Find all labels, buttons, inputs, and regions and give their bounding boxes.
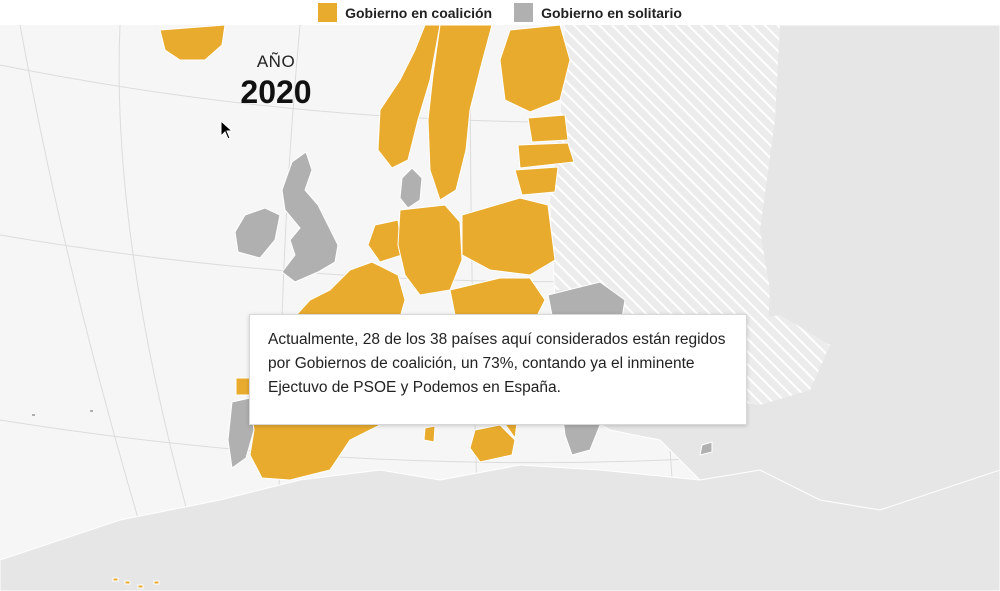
legend-swatch-coalition bbox=[318, 3, 338, 22]
single-party-countries bbox=[227, 151, 713, 469]
legend-label-coalition: Gobierno en coalición bbox=[345, 4, 493, 21]
legend-label-single: Gobierno en solitario bbox=[541, 4, 682, 21]
info-box: Actualmente, 28 de los 38 países aquí co… bbox=[249, 314, 747, 425]
year-value: 2020 bbox=[240, 74, 312, 110]
map-legend: Gobierno en coalición Gobierno en solita… bbox=[0, 0, 1000, 25]
legend-item-single: Gobierno en solitario bbox=[514, 3, 682, 22]
legend-swatch-single bbox=[514, 3, 534, 22]
year-label: AÑO bbox=[256, 52, 296, 71]
legend-item-coalition: Gobierno en coalición bbox=[318, 3, 492, 22]
year-indicator: AÑO 2020 bbox=[226, 52, 326, 111]
small-islands bbox=[32, 410, 93, 416]
info-box-text: Actualmente, 28 de los 38 países aquí co… bbox=[268, 331, 726, 396]
mouse-cursor-icon bbox=[220, 120, 234, 140]
